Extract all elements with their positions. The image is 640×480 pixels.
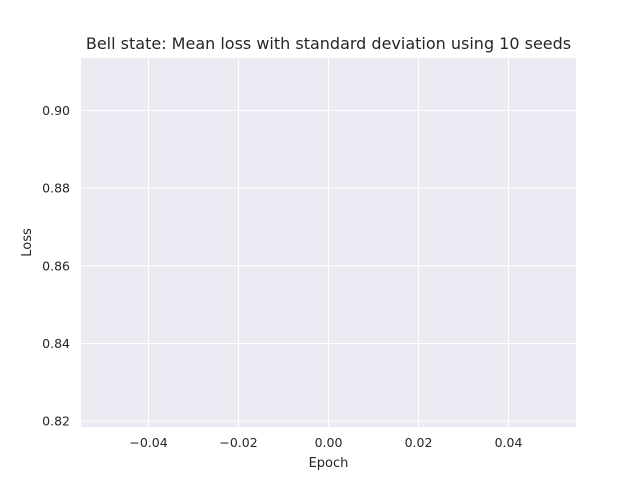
chart-title: Bell state: Mean loss with standard devi… [86,34,571,53]
y-axis-label: Loss [20,228,35,257]
x-tick-label: −0.04 [129,435,167,450]
y-tick-label: 0.86 [42,258,70,273]
y-tick-label: 0.84 [42,336,70,351]
x-tick-label: −0.02 [219,435,257,450]
x-tick-labels: −0.04 −0.02 0.00 0.02 0.04 [129,435,522,450]
y-tick-label: 0.88 [42,181,70,196]
y-tick-label: 0.90 [42,103,70,118]
y-gridlines [81,109,576,422]
y-tick-labels: 0.82 0.84 0.86 0.88 0.90 [42,103,70,429]
x-axis-label: Epoch [309,456,349,471]
y-tick-label: 0.82 [42,414,70,429]
x-tick-label: 0.04 [495,435,523,450]
x-tick-label: 0.00 [315,435,343,450]
x-tick-label: 0.02 [405,435,433,450]
x-gridlines [148,58,509,427]
